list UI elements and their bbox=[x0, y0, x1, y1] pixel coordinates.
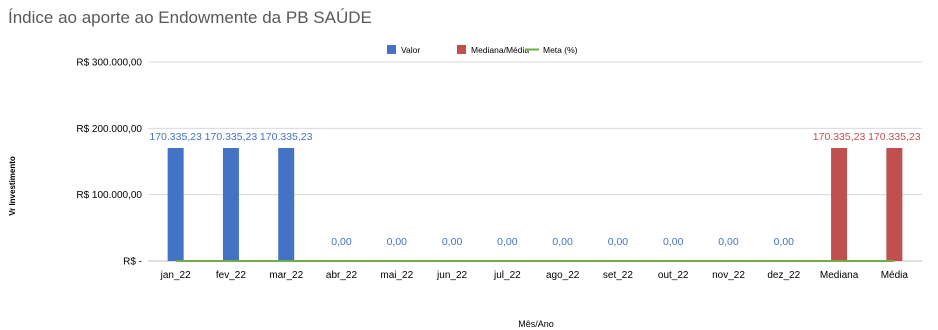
data-label: 0,00 bbox=[497, 236, 518, 248]
y-axis-title: Vr Investimento bbox=[8, 156, 17, 216]
legend-item: Mediana/Média bbox=[457, 45, 529, 55]
data-label: 0,00 bbox=[331, 236, 352, 248]
chart-title: Índice ao aporte ao Endowmente da PB SAÚ… bbox=[8, 8, 372, 27]
y-tick-label: R$ - bbox=[123, 257, 142, 268]
data-label: 170.335,23 bbox=[260, 131, 313, 143]
x-tick-label: out_22 bbox=[658, 270, 689, 281]
data-label: 0,00 bbox=[552, 236, 573, 248]
data-label: 0,00 bbox=[774, 236, 795, 248]
x-tick-label: jan_22 bbox=[160, 270, 191, 281]
bar bbox=[167, 148, 184, 261]
legend-swatch bbox=[457, 45, 466, 54]
y-tick-label: R$ 300.000,00 bbox=[76, 58, 142, 69]
y-tick-label: R$ 100.000,00 bbox=[76, 190, 142, 201]
legend: Valor Mediana/Média Meta (%) bbox=[387, 45, 578, 55]
x-tick-label: set_22 bbox=[603, 270, 633, 281]
x-tick-label: jul_22 bbox=[493, 270, 521, 281]
bars bbox=[167, 148, 903, 261]
data-label: 0,00 bbox=[442, 236, 463, 248]
x-tick-label: nov_22 bbox=[712, 270, 745, 281]
x-tick-label: jun_22 bbox=[436, 270, 467, 281]
x-tick-label: mai_22 bbox=[380, 270, 413, 281]
data-label: 0,00 bbox=[663, 236, 684, 248]
y-tick-label: R$ 200.000,00 bbox=[76, 124, 142, 135]
legend-label: Valor bbox=[401, 45, 420, 55]
y-axis-ticks: R$ - R$ 100.000,00 R$ 200.000,00 R$ 300.000… bbox=[76, 58, 142, 268]
legend-item: Valor bbox=[387, 45, 420, 55]
data-label: 0,00 bbox=[608, 236, 629, 248]
x-tick-label: abr_22 bbox=[326, 270, 358, 281]
legend-swatch bbox=[387, 45, 396, 54]
x-tick-label: Mediana bbox=[820, 270, 859, 281]
bar bbox=[222, 148, 239, 261]
gridlines bbox=[148, 61, 922, 262]
x-axis-ticks: jan_22 fev_22 mar_22 abr_22 mai_22 jun_22 jul_… bbox=[160, 270, 909, 281]
data-label: 0,00 bbox=[718, 236, 739, 248]
x-tick-label: mar_22 bbox=[269, 270, 303, 281]
data-label: 170.335,23 bbox=[149, 131, 202, 143]
data-label: 0,00 bbox=[387, 236, 408, 248]
bar bbox=[831, 148, 848, 261]
legend-item: Meta (%) bbox=[525, 45, 578, 55]
x-tick-label: Média bbox=[881, 270, 909, 281]
data-label: 170.335,23 bbox=[205, 131, 258, 143]
data-labels: 170.335,23 170.335,23 170.335,230,00 0,00 0,… bbox=[149, 131, 920, 248]
x-tick-label: dez_22 bbox=[767, 270, 800, 281]
data-label: 170.335,23 bbox=[868, 131, 921, 143]
bar bbox=[278, 148, 295, 261]
bar bbox=[886, 148, 903, 261]
legend-label: Meta (%) bbox=[543, 45, 578, 55]
legend-label: Mediana/Média bbox=[471, 45, 529, 55]
x-tick-label: fev_22 bbox=[216, 270, 246, 281]
x-axis-title: Mês/Ano bbox=[518, 319, 554, 329]
data-label: 170.335,23 bbox=[813, 131, 866, 143]
x-tick-label: ago_22 bbox=[546, 270, 580, 281]
